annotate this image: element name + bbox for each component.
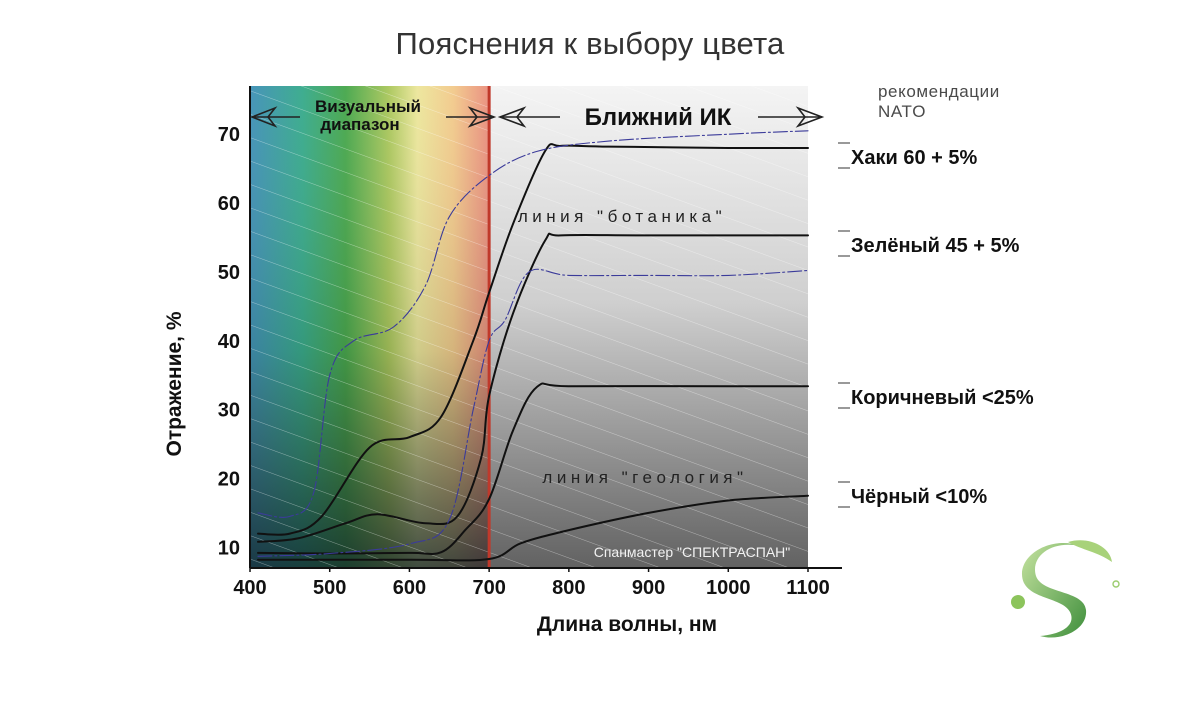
y-tick-label: 40 — [218, 331, 240, 353]
legend-label-1: Хаки 60 + 5% — [851, 147, 977, 169]
y-tick-label: 70 — [218, 124, 240, 146]
x-tick-label: 900 — [632, 577, 665, 599]
nir-range-arrowhead-right — [795, 106, 825, 128]
y-tick-label: 50 — [218, 262, 240, 284]
x-tick-label: 800 — [552, 577, 585, 599]
x-tick-label: 700 — [472, 577, 505, 599]
x-tick-label: 1000 — [706, 577, 751, 599]
y-tick-label: 10 — [218, 537, 240, 559]
series-line-1 — [257, 143, 809, 536]
visible-range-arrowhead-left — [249, 106, 278, 128]
legend-label-2: Зелёный 45 + 5% — [851, 235, 1020, 257]
company-logo — [1011, 540, 1120, 638]
visible-range-arrowhead-right — [467, 106, 497, 128]
watermark-text: Спанмастер "СПЕКТРАСПАН" — [594, 544, 791, 560]
geology-line-annotation: линия "геология" — [542, 468, 747, 487]
y-tick-label: 60 — [218, 193, 240, 215]
legend-label-3: Коричневый <25% — [851, 387, 1034, 409]
nato-note-line-2: NATO — [878, 102, 927, 121]
x-axis-label: Длина волны, нм — [537, 613, 717, 636]
y-axis-label: Отражение, % — [163, 311, 186, 456]
nir-range-arrowhead-left — [497, 106, 527, 128]
series-line-3 — [257, 382, 809, 555]
nato-note-line-1: рекомендации — [878, 82, 1000, 101]
y-tick-label: 30 — [218, 400, 240, 422]
legend-label-4: Чёрный <10% — [851, 486, 987, 508]
x-tick-label: 1100 — [786, 577, 829, 599]
nir-range-label: Ближний ИК — [585, 104, 732, 131]
visible-range-label-line-1: Визуальный — [315, 97, 421, 116]
y-tick-label: 20 — [218, 468, 240, 490]
page-title: Пояснения к выбору цвета — [395, 26, 785, 61]
series-line-6 — [257, 268, 809, 557]
x-tick-label: 500 — [313, 577, 346, 599]
series-line-5 — [257, 130, 809, 518]
visible-range-label-line-2: диапазон — [320, 115, 399, 134]
hatch-texture — [250, 86, 808, 568]
series-line-4 — [257, 494, 809, 562]
botany-line-annotation: линия "ботаника" — [518, 207, 726, 226]
nato-recommendation-note: рекомендации NATO — [878, 82, 1000, 122]
series-line-2 — [257, 232, 809, 543]
x-tick-label: 600 — [393, 577, 426, 599]
x-tick-label: 400 — [233, 577, 266, 599]
